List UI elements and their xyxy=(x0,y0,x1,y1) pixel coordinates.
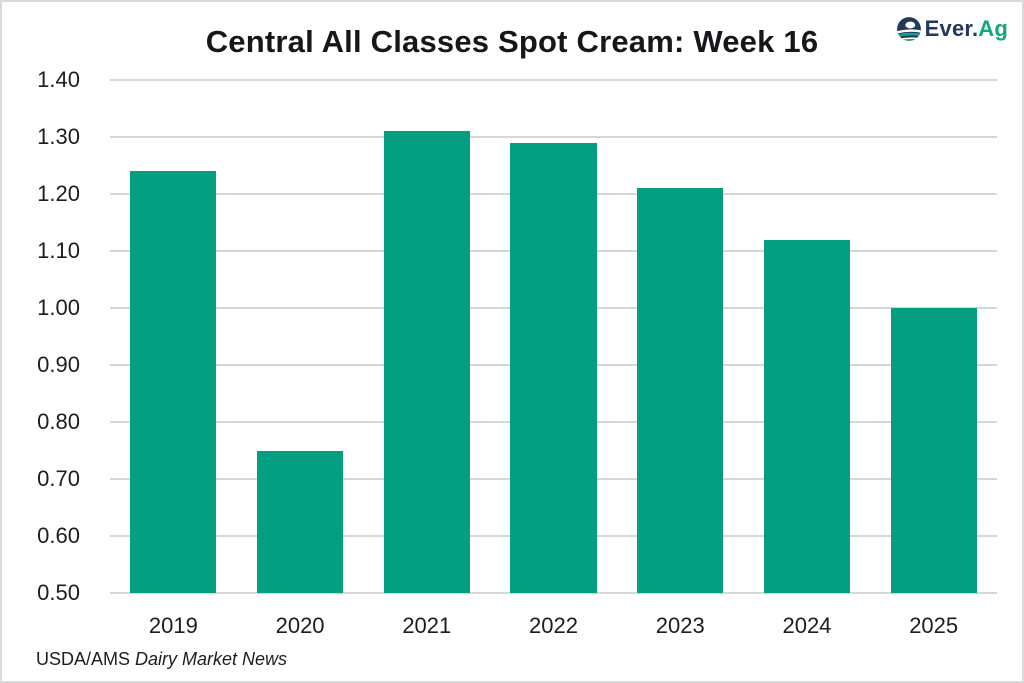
plot-area xyxy=(110,79,997,594)
bar-slot xyxy=(363,80,490,593)
bars-row xyxy=(110,80,997,593)
everag-e-icon xyxy=(896,16,922,42)
gridline xyxy=(110,79,997,81)
y-tick-label: 1.00 xyxy=(37,295,80,320)
y-tick-label: 0.60 xyxy=(37,523,80,548)
bar-slot xyxy=(237,80,364,593)
y-tick-label: 0.70 xyxy=(37,466,80,491)
y-tick-label: 1.40 xyxy=(37,67,80,92)
bar-2019 xyxy=(130,171,217,593)
source-publication: Dairy Market News xyxy=(135,649,288,669)
bar-2020 xyxy=(257,450,344,593)
bar-slot xyxy=(110,80,237,593)
x-tick-label: 2021 xyxy=(402,613,452,638)
y-tick-label: 1.10 xyxy=(37,238,80,263)
source-citation: USDA/AMS Dairy Market News xyxy=(36,649,287,670)
y-axis: 1.40 1.30 1.20 1.10 1.00 0.90 0.80 0.70 0.60 0.50 xyxy=(22,67,80,605)
logo-text-primary: Ever. xyxy=(924,16,979,41)
logo-text-accent: Ag xyxy=(978,16,1008,41)
everag-logo-text: Ever.Ag xyxy=(925,16,1008,42)
bar-2022 xyxy=(510,142,597,593)
gridline xyxy=(110,135,997,138)
bar-slot xyxy=(744,80,871,593)
chart-title: Central All Classes Spot Cream: Week 16 xyxy=(205,24,819,59)
bar-slot xyxy=(870,80,997,593)
x-tick-label: 2019 xyxy=(148,613,198,638)
gridline xyxy=(110,592,997,594)
x-tick-label: 2024 xyxy=(782,613,832,638)
x-axis: 2019 2020 2021 2022 2023 2024 2025 xyxy=(110,613,997,639)
bar-2024 xyxy=(763,239,851,593)
everag-logo: Ever.Ag xyxy=(896,16,1008,42)
y-tick-label: 1.20 xyxy=(37,181,80,206)
bar-2021 xyxy=(383,131,470,593)
bar-slot xyxy=(490,80,617,593)
y-tick-label: 1.30 xyxy=(37,124,80,149)
y-tick-label: 0.90 xyxy=(37,352,80,377)
x-tick-label: 2020 xyxy=(275,613,325,638)
source-prefix: USDA/AMS xyxy=(36,649,136,669)
y-tick-label: 0.80 xyxy=(37,409,80,434)
y-tick-label: 0.50 xyxy=(37,580,80,605)
x-tick-label: 2022 xyxy=(529,613,578,638)
bar-2025 xyxy=(890,308,977,593)
x-tick-label: 2023 xyxy=(655,613,705,638)
bar-slot xyxy=(617,80,744,593)
x-tick-label: 2025 xyxy=(909,613,959,638)
bar-2023 xyxy=(637,188,724,593)
